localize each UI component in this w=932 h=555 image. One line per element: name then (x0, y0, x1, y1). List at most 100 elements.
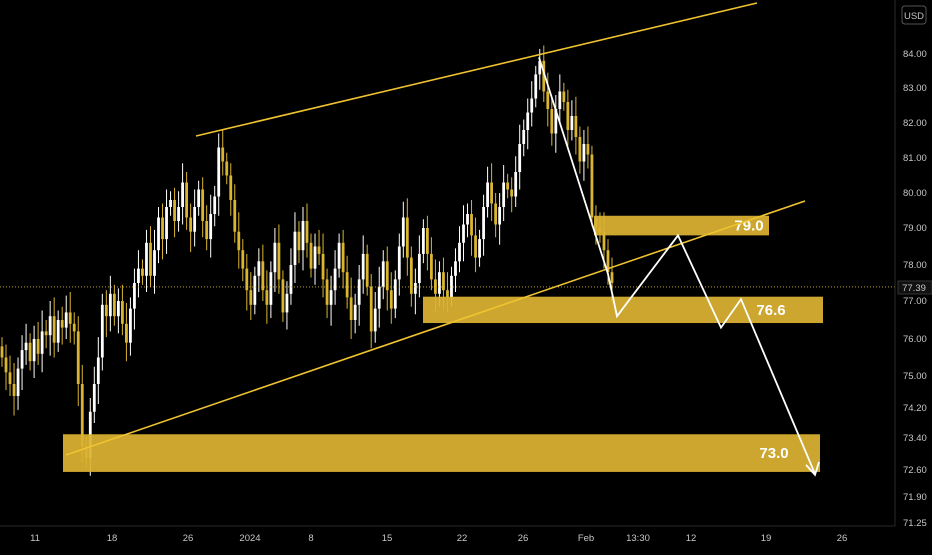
candle-body (285, 293, 289, 313)
candle-body (56, 320, 60, 343)
zone-price-label: 73.0 (759, 445, 788, 462)
candle-body (72, 323, 76, 332)
candle-body (562, 91, 566, 102)
candle-body (173, 200, 176, 221)
candle-body (401, 217, 405, 247)
candle-body (430, 253, 433, 280)
candle-body (337, 242, 341, 269)
candle-body (104, 304, 108, 317)
candle-body (80, 384, 84, 446)
candle-body (502, 182, 506, 207)
price-tick-label: 74.20 (903, 403, 927, 414)
candle-body (582, 144, 586, 162)
candle-body (538, 60, 542, 75)
candle-body (221, 147, 225, 162)
candle-body (466, 214, 469, 225)
candle-body (482, 207, 485, 240)
candle-body (530, 98, 534, 113)
support-zone[interactable] (594, 215, 769, 236)
candle-body (486, 182, 489, 207)
candle-body (417, 253, 421, 283)
candle-body (24, 342, 28, 351)
candle-body (550, 109, 554, 134)
candle-body (566, 102, 570, 130)
candle-body (64, 312, 68, 328)
candle-body (438, 272, 441, 294)
candle-body (446, 290, 449, 298)
candle-body (301, 221, 305, 251)
candle-body (213, 196, 217, 214)
candle-body (229, 175, 233, 200)
candle-body (209, 214, 213, 240)
candle-body (349, 297, 353, 320)
candle-body (305, 221, 309, 243)
candle-body (189, 217, 193, 232)
candle-body (602, 231, 606, 251)
candle-body (108, 293, 112, 317)
candle-body (145, 242, 148, 276)
candle-body (32, 339, 36, 362)
candle-body (141, 268, 144, 276)
time-tick-label: 22 (457, 533, 468, 544)
candle-body (225, 161, 229, 176)
candle-body (510, 189, 514, 197)
price-tick-label: 71.25 (903, 518, 927, 529)
candle-body (413, 283, 417, 294)
candle-body (193, 207, 197, 232)
zone-price-label: 76.6 (756, 302, 785, 319)
candle-body (205, 221, 209, 240)
candle-body (0, 346, 4, 358)
candle-body (217, 147, 221, 197)
candle-body (518, 144, 522, 172)
candle-body (409, 257, 413, 294)
time-tick-label: 26 (183, 533, 194, 544)
candle-body (261, 261, 265, 291)
candle-body (125, 323, 128, 343)
currency-badge[interactable]: USD (901, 5, 927, 25)
last-price-label: 77.39 (902, 283, 926, 294)
candle-body (133, 283, 136, 309)
candle-body (273, 242, 277, 273)
price-tick-label: 78.00 (903, 260, 927, 271)
price-tick-label: 73.40 (903, 433, 927, 444)
price-tick-label: 76.00 (903, 334, 927, 345)
candle-body (233, 200, 237, 232)
candle-body (161, 217, 164, 240)
candle-body (421, 228, 425, 254)
candle-body (313, 246, 317, 269)
candle-body (353, 304, 357, 320)
candle-body (522, 130, 526, 144)
candle-body (277, 242, 281, 280)
time-axis[interactable]: 11 18 26 2024 8 15 22 26 Feb 13:30 12 19 26 (0, 525, 895, 544)
candle-body (393, 279, 397, 309)
candle-body (157, 217, 160, 251)
candle-body (570, 116, 574, 130)
candle-body (526, 112, 530, 130)
candle-body (578, 137, 582, 162)
upper-channel-line (195, 2, 758, 137)
support-zone[interactable] (63, 434, 820, 472)
price-axis[interactable]: 84.00 83.00 82.00 81.00 80.00 79.00 78.00 77.00… (894, 0, 927, 529)
candle-body (377, 286, 381, 309)
candle-body (454, 261, 457, 276)
candle-body (474, 235, 477, 258)
candle-body (153, 250, 156, 276)
time-tick-label: 18 (107, 533, 118, 544)
candle-body (116, 301, 120, 317)
candle-body (325, 279, 329, 305)
candle-body (36, 339, 40, 354)
candle-body (450, 275, 453, 298)
time-tick-label: 19 (761, 533, 772, 544)
price-tick-label: 72.60 (903, 465, 927, 476)
zone-price-label: 79.0 (734, 218, 763, 235)
candle-body (574, 116, 578, 137)
candle-body (281, 279, 285, 313)
candle-body (542, 60, 546, 92)
price-tick-label: 81.00 (903, 153, 927, 164)
candle-body (470, 214, 473, 236)
projection-arrowhead (805, 461, 820, 477)
lower-channel-line (65, 200, 806, 456)
price-tick-label: 71.90 (903, 492, 927, 503)
